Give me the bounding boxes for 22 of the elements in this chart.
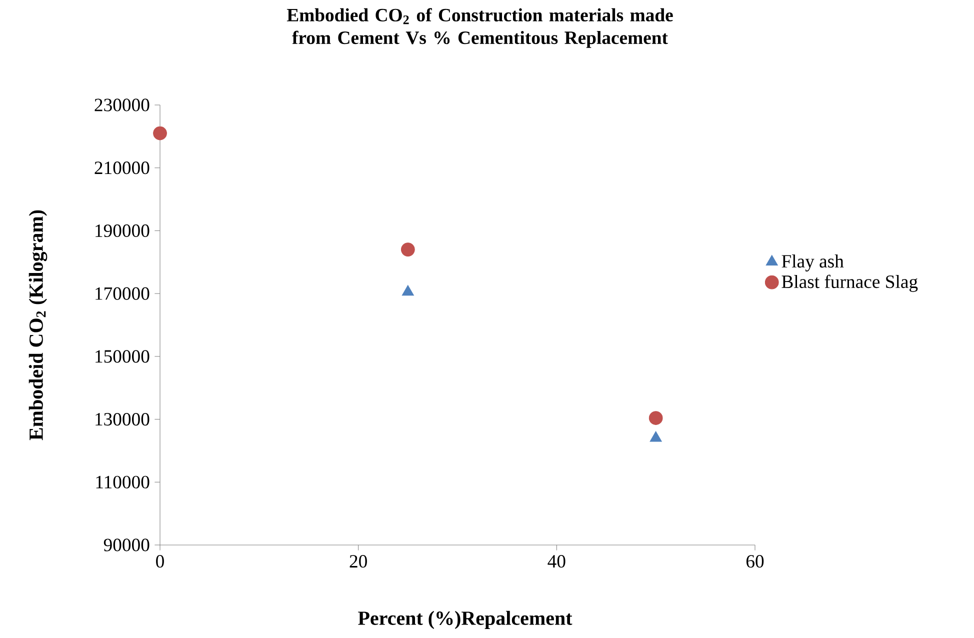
y-tick-label: 230000 xyxy=(94,98,150,112)
x-axis-title: Percent (%)Repalcement xyxy=(358,610,572,630)
legend-label: Flay ash xyxy=(782,254,844,272)
point xyxy=(153,126,167,140)
point xyxy=(650,431,662,442)
y-tick-label: 190000 xyxy=(96,224,150,238)
x-tick-label: 40 xyxy=(548,555,566,568)
x-tick-label: 0 xyxy=(156,555,164,568)
y-tick-label: 110000 xyxy=(96,476,150,488)
x-tick-label: 60 xyxy=(746,555,764,568)
point xyxy=(648,411,663,425)
y-tick-label: 90000 xyxy=(104,538,150,552)
x-tick-label: 20 xyxy=(350,555,367,568)
y-tick-label: 170000 xyxy=(96,287,150,300)
y-tick-label: 130000 xyxy=(96,412,150,426)
y-axis-title: Embodeid CO$_{2}$ (Kilogram) xyxy=(28,210,48,440)
chart-title: Embodied CO$_{2}$ of Construction materials made from Cement Vs % Cementitous Replacement xyxy=(286,8,673,48)
legend-label: Blast furnace Slag xyxy=(782,274,918,292)
y-tick-label: 210000 xyxy=(94,162,150,174)
point xyxy=(400,242,415,256)
y-tick-label: 150000 xyxy=(96,350,150,363)
point xyxy=(402,285,414,296)
